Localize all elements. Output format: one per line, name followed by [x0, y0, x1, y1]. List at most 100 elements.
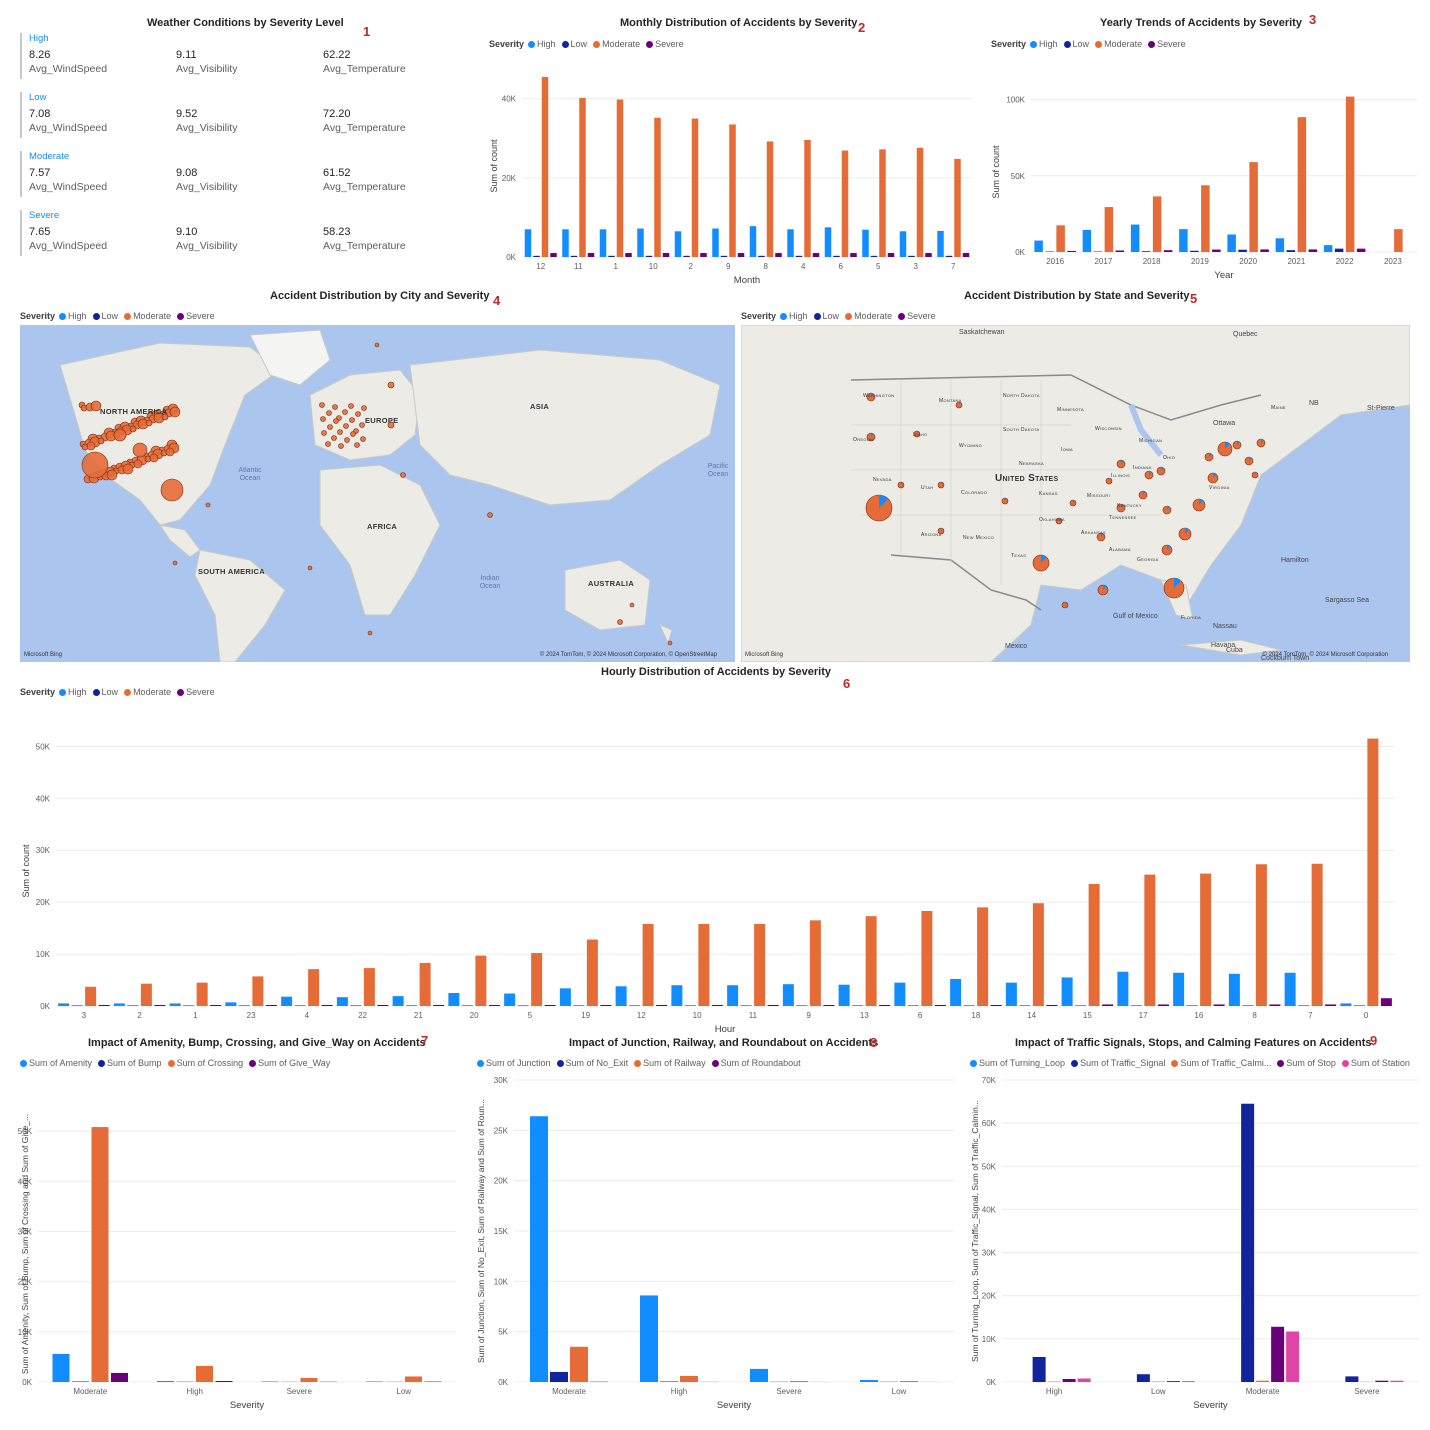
signals-legend[interactable]: Sum of Turning_Loop Sum of Traffic_Signal… [970, 1058, 1416, 1068]
amenity-legend-item-sum-of-bump[interactable]: Sum of Bump [98, 1058, 162, 1068]
bar-moderate-19[interactable] [586, 939, 598, 1006]
bar-low-7[interactable] [945, 255, 953, 257]
bar-low-16[interactable] [1186, 1005, 1198, 1006]
bar-sum-of-junction-low[interactable] [860, 1379, 878, 1382]
bar-sum-of-give-way-high[interactable] [215, 1380, 233, 1382]
bar-severe-4[interactable] [812, 253, 820, 257]
city-bubble[interactable] [321, 430, 327, 436]
bar-sum-of-station-severe[interactable] [1390, 1380, 1404, 1382]
bar-low-15[interactable] [1075, 1005, 1087, 1006]
bar-moderate-2019[interactable] [1201, 185, 1210, 252]
bar-severe-7[interactable] [962, 253, 970, 257]
city-bubble[interactable] [355, 411, 361, 417]
yearly-legend-item-low[interactable]: Low [1063, 39, 1089, 49]
city-bubble[interactable] [387, 421, 395, 429]
bar-high-18[interactable] [950, 979, 962, 1006]
bar-high-23[interactable] [225, 1002, 237, 1006]
bar-sum-of-amenity-high[interactable] [157, 1380, 174, 1382]
bar-sum-of-junction-high[interactable] [640, 1295, 658, 1382]
bar-sum-of-traffic-signal-low[interactable] [1136, 1374, 1150, 1382]
city-bubble[interactable] [667, 640, 673, 646]
bar-severe-3[interactable] [98, 1004, 110, 1006]
city-bubble[interactable] [337, 429, 343, 435]
bar-low-22[interactable] [350, 1005, 362, 1006]
bar-high-12[interactable] [615, 986, 627, 1006]
bar-severe-2[interactable] [154, 1004, 166, 1006]
bar-high-22[interactable] [336, 997, 348, 1006]
bar-high-2021[interactable] [1275, 238, 1285, 252]
bar-sum-of-station-low[interactable] [1181, 1381, 1195, 1382]
signals-legend-item-sum-of-station[interactable]: Sum of Station [1341, 1058, 1410, 1068]
bar-low-18[interactable] [963, 1005, 975, 1006]
bar-moderate-12[interactable] [541, 76, 549, 257]
bar-moderate-17[interactable] [1144, 874, 1156, 1006]
state-map-legend-item-high[interactable]: High [780, 311, 808, 321]
bar-sum-of-traffic-signal-severe[interactable] [1345, 1376, 1359, 1382]
bar-moderate-18[interactable] [977, 907, 989, 1006]
bar-moderate-1[interactable] [196, 982, 208, 1006]
bar-high-6[interactable] [894, 982, 906, 1006]
city-map-legend-item-severe[interactable]: Severe [177, 311, 215, 321]
bar-sum-of-stop-high[interactable] [1062, 1378, 1076, 1382]
city-bubble[interactable] [326, 410, 332, 416]
yearly-legend-item-moderate[interactable]: Moderate [1095, 39, 1142, 49]
bar-moderate-0[interactable] [1367, 738, 1379, 1006]
bar-severe-18[interactable] [990, 1004, 1002, 1006]
bar-moderate-20[interactable] [475, 955, 487, 1006]
city-bubble[interactable] [360, 436, 366, 442]
bar-severe-11[interactable] [587, 253, 595, 257]
bar-sum-of-bump-moderate[interactable] [72, 1381, 89, 1382]
city-bubble[interactable] [161, 413, 169, 421]
bar-low-17[interactable] [1130, 1005, 1142, 1006]
bar-low-1[interactable] [608, 255, 615, 257]
bar-sum-of-crossing-moderate[interactable] [91, 1127, 109, 1382]
city-bubble[interactable] [343, 423, 349, 429]
signals-legend-item-sum-of-turning-loop[interactable]: Sum of Turning_Loop [970, 1058, 1065, 1068]
city-map-legend-item-moderate[interactable]: Moderate [124, 311, 171, 321]
bar-high-9[interactable] [782, 984, 794, 1006]
amenity-legend-item-sum-of-crossing[interactable]: Sum of Crossing [167, 1058, 243, 1068]
city-bubble[interactable] [487, 512, 493, 518]
bar-severe-9[interactable] [823, 1004, 835, 1006]
bar-sum-of-junction-severe[interactable] [750, 1368, 768, 1382]
monthly-legend[interactable]: Severity High Low Moderate Severe [489, 39, 690, 49]
bar-low-7[interactable] [1298, 1005, 1310, 1006]
bar-sum-of-stop-severe[interactable] [1375, 1380, 1389, 1382]
city-bubble[interactable] [320, 416, 326, 422]
bar-low-11[interactable] [740, 1005, 752, 1006]
bar-low-9[interactable] [720, 255, 728, 257]
junction-legend-item-sum-of-roundabout[interactable]: Sum of Roundabout [711, 1058, 801, 1068]
city-bubble[interactable] [122, 463, 134, 475]
bar-sum-of-junction-moderate[interactable] [530, 1116, 548, 1382]
bar-high-1[interactable] [169, 1003, 181, 1006]
bar-high-2[interactable] [674, 231, 682, 257]
city-bubble[interactable] [338, 443, 344, 449]
bar-moderate-23[interactable] [252, 976, 264, 1006]
yearly-legend[interactable]: Severity High Low Moderate Severe [991, 39, 1192, 49]
bar-severe-2018[interactable] [1163, 250, 1173, 252]
bar-sum-of-traffic-calmi-moderate[interactable] [1256, 1380, 1270, 1382]
bar-low-11[interactable] [570, 255, 578, 257]
amenity-legend-item-sum-of-give-way[interactable]: Sum of Give_Way [249, 1058, 330, 1068]
junction-legend[interactable]: Sum of Junction Sum of No_Exit Sum of Rail… [477, 1058, 807, 1068]
bar-severe-5[interactable] [887, 253, 895, 257]
bar-low-3[interactable] [71, 1005, 83, 1006]
city-bubble[interactable] [374, 342, 380, 348]
bar-sum-of-traffic-signal-high[interactable] [1032, 1356, 1046, 1382]
city-map-legend[interactable]: Severity High Low Moderate Severe [20, 311, 221, 321]
bar-high-14[interactable] [1005, 982, 1017, 1006]
bar-severe-8[interactable] [775, 253, 782, 257]
bar-moderate-11[interactable] [754, 923, 766, 1006]
city-bubble[interactable] [348, 403, 354, 409]
bar-low-2[interactable] [127, 1005, 139, 1006]
city-map-legend-item-low[interactable]: Low [92, 311, 118, 321]
bar-high-0[interactable] [1340, 1003, 1352, 1006]
bar-high-15[interactable] [1061, 977, 1073, 1006]
bar-low-21[interactable] [406, 1005, 418, 1006]
bar-high-2[interactable] [113, 1003, 125, 1006]
bar-high-7[interactable] [937, 230, 944, 257]
bar-severe-3[interactable] [925, 253, 932, 257]
bar-high-4[interactable] [787, 229, 794, 257]
bar-sum-of-crossing-low[interactable] [405, 1376, 422, 1382]
bar-moderate-9[interactable] [809, 920, 821, 1006]
